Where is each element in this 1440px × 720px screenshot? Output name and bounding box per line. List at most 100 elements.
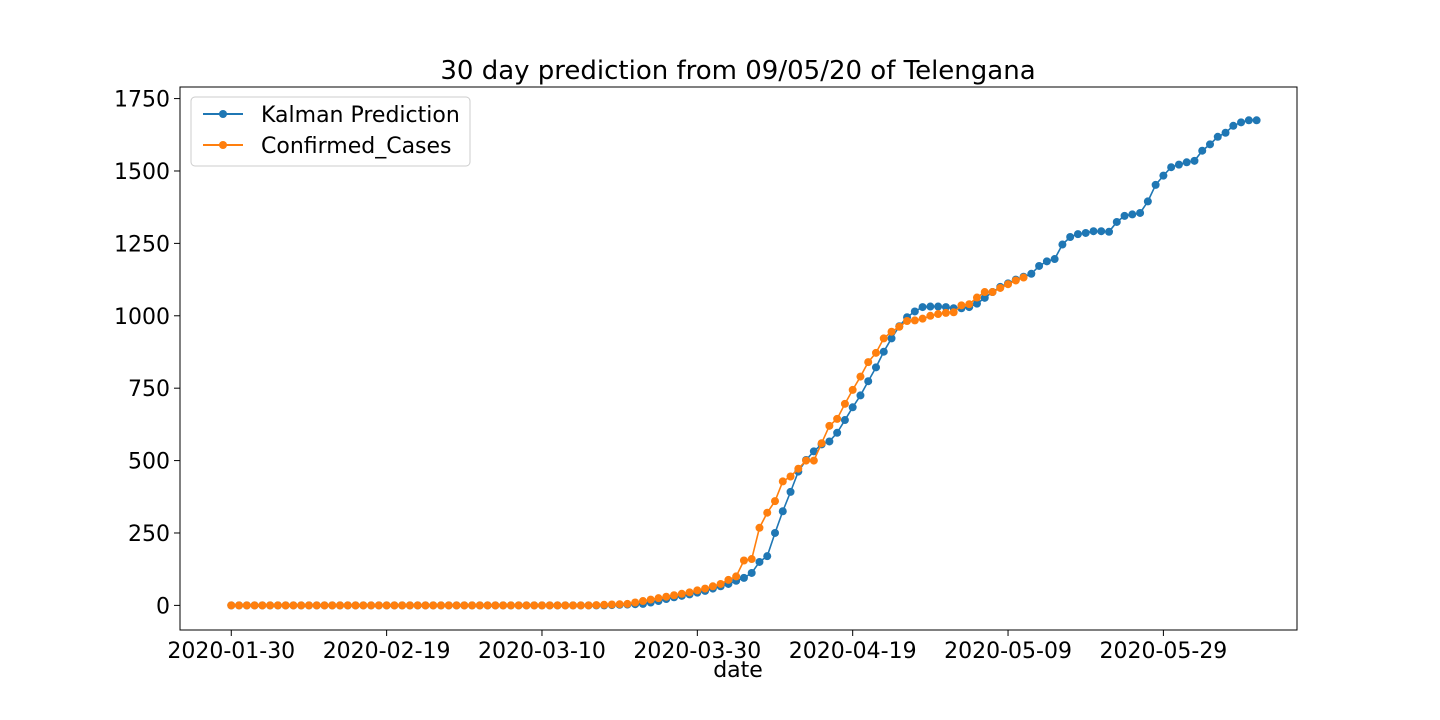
data-point-confirmed-cases bbox=[227, 601, 236, 610]
data-point-kalman-prediction bbox=[1206, 140, 1215, 149]
data-point-kalman-prediction bbox=[778, 507, 787, 516]
y-tick-label: 250 bbox=[128, 522, 170, 547]
data-point-confirmed-cases bbox=[421, 601, 430, 610]
data-point-confirmed-cases bbox=[491, 601, 500, 610]
x-tick-label: 2020-05-29 bbox=[1099, 639, 1227, 664]
data-point-confirmed-cases bbox=[561, 601, 570, 610]
data-point-kalman-prediction bbox=[747, 568, 756, 577]
data-point-kalman-prediction bbox=[1120, 211, 1129, 220]
data-point-kalman-prediction bbox=[1244, 116, 1253, 125]
data-point-confirmed-cases bbox=[436, 601, 445, 610]
data-point-kalman-prediction bbox=[771, 528, 780, 537]
data-point-confirmed-cases bbox=[297, 601, 306, 610]
data-point-kalman-prediction bbox=[1151, 180, 1160, 189]
data-point-kalman-prediction bbox=[786, 487, 795, 496]
data-point-confirmed-cases bbox=[701, 584, 710, 593]
data-point-confirmed-cases bbox=[475, 601, 484, 610]
data-point-confirmed-cases bbox=[576, 601, 585, 610]
plot-area-frame bbox=[179, 86, 1298, 631]
data-point-confirmed-cases bbox=[654, 594, 663, 603]
series-kalman-prediction bbox=[227, 116, 1261, 610]
series-confirmed-cases bbox=[227, 273, 1028, 610]
data-point-kalman-prediction bbox=[1213, 132, 1222, 141]
data-point-confirmed-cases bbox=[871, 348, 880, 357]
data-point-confirmed-cases bbox=[506, 601, 515, 610]
data-point-confirmed-cases bbox=[879, 334, 888, 343]
data-point-confirmed-cases bbox=[817, 439, 826, 448]
data-point-confirmed-cases bbox=[794, 464, 803, 473]
data-point-kalman-prediction bbox=[1143, 197, 1152, 206]
data-point-confirmed-cases bbox=[382, 601, 391, 610]
data-point-kalman-prediction bbox=[1089, 227, 1098, 236]
data-point-kalman-prediction bbox=[1167, 163, 1176, 172]
data-point-confirmed-cases bbox=[755, 523, 764, 532]
data-point-confirmed-cases bbox=[1004, 280, 1013, 289]
data-point-kalman-prediction bbox=[809, 447, 818, 456]
data-point-confirmed-cases bbox=[522, 601, 531, 610]
x-tick-label: 2020-01-30 bbox=[167, 639, 295, 664]
data-point-kalman-prediction bbox=[833, 428, 842, 437]
data-point-kalman-prediction bbox=[1237, 118, 1246, 127]
data-point-kalman-prediction bbox=[825, 437, 834, 446]
y-tick-label: 500 bbox=[128, 450, 170, 475]
data-point-confirmed-cases bbox=[732, 572, 741, 581]
data-point-confirmed-cases bbox=[273, 601, 282, 610]
data-point-kalman-prediction bbox=[941, 303, 950, 312]
data-point-kalman-prediction bbox=[755, 557, 764, 566]
data-point-kalman-prediction bbox=[1128, 210, 1137, 219]
data-point-confirmed-cases bbox=[949, 308, 958, 317]
data-point-confirmed-cases bbox=[374, 601, 383, 610]
data-point-confirmed-cases bbox=[444, 601, 453, 610]
data-point-confirmed-cases bbox=[980, 288, 989, 297]
y-tick-label: 1000 bbox=[114, 305, 170, 330]
data-point-kalman-prediction bbox=[887, 334, 896, 343]
legend-marker-kalman bbox=[219, 110, 227, 118]
data-point-confirmed-cases bbox=[903, 316, 912, 325]
legend: Kalman Prediction Confirmed_Cases bbox=[190, 96, 471, 167]
legend-label-kalman: Kalman Prediction bbox=[261, 103, 460, 128]
data-point-confirmed-cases bbox=[918, 314, 927, 323]
data-point-confirmed-cases bbox=[1019, 273, 1028, 282]
data-point-confirmed-cases bbox=[747, 555, 756, 564]
legend-label-confirmed: Confirmed_Cases bbox=[261, 134, 452, 159]
data-point-confirmed-cases bbox=[553, 601, 562, 610]
y-tick-label: 1750 bbox=[114, 88, 170, 113]
legend-marker-confirmed bbox=[219, 141, 227, 149]
data-point-kalman-prediction bbox=[1105, 227, 1114, 236]
data-point-confirmed-cases bbox=[390, 601, 399, 610]
data-point-kalman-prediction bbox=[1097, 227, 1106, 236]
data-point-confirmed-cases bbox=[336, 601, 345, 610]
data-point-confirmed-cases bbox=[716, 579, 725, 588]
data-point-confirmed-cases bbox=[537, 601, 546, 610]
data-point-kalman-prediction bbox=[934, 302, 943, 311]
data-point-confirmed-cases bbox=[367, 601, 376, 610]
data-point-confirmed-cases bbox=[724, 575, 733, 584]
x-tick-label: 2020-04-19 bbox=[789, 639, 917, 664]
data-point-kalman-prediction bbox=[1229, 121, 1238, 130]
data-point-confirmed-cases bbox=[677, 589, 686, 598]
data-point-confirmed-cases bbox=[351, 601, 360, 610]
data-point-confirmed-cases bbox=[895, 322, 904, 331]
y-tick-label: 0 bbox=[156, 594, 170, 619]
data-point-confirmed-cases bbox=[530, 601, 539, 610]
data-point-confirmed-cases bbox=[569, 601, 578, 610]
data-point-kalman-prediction bbox=[1112, 217, 1121, 226]
data-point-kalman-prediction bbox=[1042, 257, 1051, 266]
data-point-confirmed-cases bbox=[646, 595, 655, 604]
data-point-confirmed-cases bbox=[771, 497, 780, 506]
data-point-kalman-prediction bbox=[1058, 240, 1067, 249]
data-point-kalman-prediction bbox=[1159, 171, 1168, 180]
data-point-kalman-prediction bbox=[879, 347, 888, 356]
data-point-kalman-prediction bbox=[840, 416, 849, 425]
data-point-confirmed-cases bbox=[600, 600, 609, 609]
data-point-confirmed-cases bbox=[343, 601, 352, 610]
y-axis: 0 250 500 750 1000 1250 1500 1750 bbox=[114, 88, 180, 619]
data-point-kalman-prediction bbox=[972, 299, 981, 308]
data-point-confirmed-cases bbox=[965, 300, 974, 309]
data-point-kalman-prediction bbox=[1073, 230, 1082, 239]
data-point-confirmed-cases bbox=[320, 601, 329, 610]
x-tick-label: 2020-03-30 bbox=[633, 639, 761, 664]
data-point-confirmed-cases bbox=[988, 288, 997, 297]
data-point-kalman-prediction bbox=[1252, 116, 1261, 125]
data-point-confirmed-cases bbox=[289, 601, 298, 610]
